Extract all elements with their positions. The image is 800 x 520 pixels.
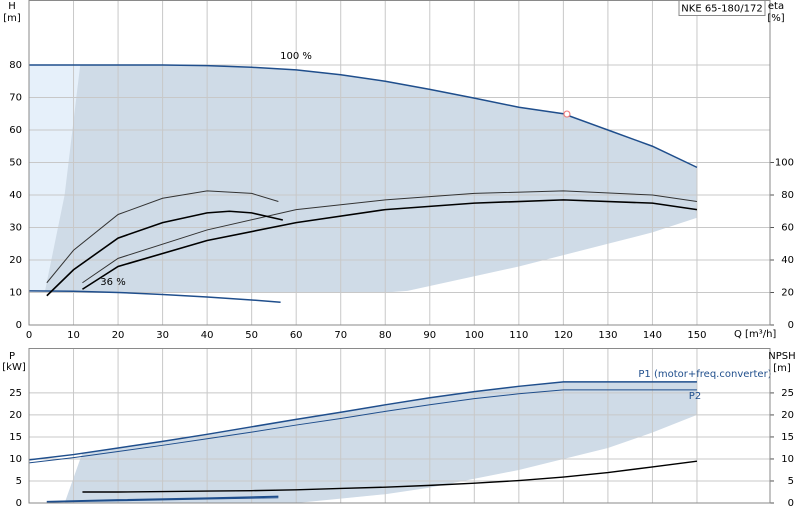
x-tick-label: 60: [290, 330, 303, 341]
x-tick-label: 130: [598, 330, 617, 341]
axis-label: [m]: [3, 13, 21, 24]
y2-tick-label: 40: [781, 255, 794, 266]
y-tick-label: 50: [9, 158, 22, 169]
x-tick-label: 70: [334, 330, 347, 341]
x-tick-label: 100: [465, 330, 484, 341]
x-tick-label: 10: [67, 330, 80, 341]
axis-label: [m]: [773, 363, 791, 374]
x-tick-label: 110: [509, 330, 528, 341]
y2-tick-label: 5: [788, 476, 794, 487]
axis-label: P: [9, 351, 15, 362]
y2-tick-label: 0: [788, 498, 794, 509]
y2-tick-label: 100: [775, 158, 794, 169]
operating-area: [64, 381, 697, 503]
curve: [82, 460, 698, 493]
plot-frame: [28, 0, 771, 326]
duty-point: [563, 110, 571, 118]
y2-tick-label: 80: [781, 190, 794, 201]
curve: [28, 389, 697, 464]
y2-tick-label: 60: [781, 223, 794, 234]
y-tick-label: 20: [9, 410, 22, 421]
y-tick-label: 15: [9, 432, 22, 443]
y-tick-label: 60: [9, 125, 22, 136]
y-tick-label: 5: [16, 476, 22, 487]
curve: [28, 381, 697, 461]
axis-label: H: [8, 1, 16, 12]
y-tick-label: 20: [9, 255, 22, 266]
x-tick-label: 90: [423, 330, 436, 341]
axis-label: NPSH: [768, 351, 795, 362]
plot-frame: [28, 348, 771, 504]
curve: [82, 190, 698, 284]
y-tick-label: 80: [9, 60, 22, 71]
y-tick-label: 40: [9, 190, 22, 201]
panel: 0 10 20 30 40 50 60 70 80 90 100 110 120 130 140 150010…: [3, 0, 794, 341]
annotation: 100 %: [280, 51, 312, 62]
axis-label: [%]: [767, 13, 784, 24]
chart-title: NKE 65-180/172: [681, 4, 762, 15]
y-tick-label: 10: [9, 454, 22, 465]
y-tick-label: 0: [16, 498, 22, 509]
x-tick-label: 50: [245, 330, 258, 341]
y2-tick-label: 20: [781, 410, 794, 421]
x-tick-label: 120: [554, 330, 573, 341]
annotation: 36 %: [100, 277, 125, 288]
operating-area: [45, 65, 697, 293]
y-tick-label: 0: [16, 320, 22, 331]
curve: [28, 290, 281, 303]
y-tick-label: 10: [9, 288, 22, 299]
x-tick-label: 30: [156, 330, 169, 341]
curve: [46, 190, 279, 284]
y-tick-label: 70: [9, 93, 22, 104]
curve: [46, 497, 279, 503]
axis-label: eta: [768, 1, 784, 12]
x-tick-label: 0: [26, 330, 32, 341]
x-tick-label: 150: [687, 330, 706, 341]
axis-label: [kW]: [2, 362, 26, 373]
x-tick-label: 20: [112, 330, 125, 341]
x-tick-label: 140: [643, 330, 662, 341]
curve-label: P1 (motor+freq.converter): [638, 369, 771, 380]
x-tick-label: 40: [201, 330, 214, 341]
y-tick-label: 30: [9, 223, 22, 234]
y2-tick-label: 20: [781, 288, 794, 299]
y2-tick-label: 10: [781, 454, 794, 465]
curve: [82, 199, 698, 290]
curve: [29, 64, 698, 169]
y2-tick-label: 15: [781, 432, 794, 443]
curve: [46, 495, 279, 503]
y-tick-label: 25: [9, 388, 22, 399]
y2-tick-label: 25: [781, 388, 794, 399]
axis-label: Q [m³/h]: [734, 329, 776, 340]
panel: 0 5 10 15 20 25 0 5 10 15 20 25 P1 (motor+freq.conve…: [2, 348, 796, 509]
x-tick-label: 80: [379, 330, 392, 341]
title-box: [678, 0, 766, 16]
y2-tick-label: 0: [788, 320, 794, 331]
curve-label: P2: [689, 391, 701, 402]
curve: [46, 210, 284, 297]
